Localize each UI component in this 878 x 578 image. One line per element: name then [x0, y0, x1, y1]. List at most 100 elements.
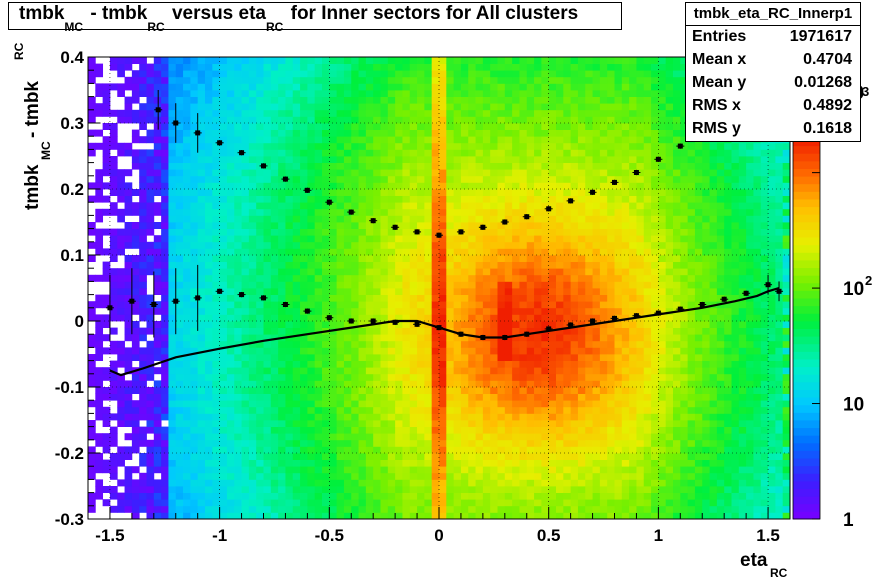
heat-cell	[95, 195, 104, 203]
heat-cell	[453, 420, 462, 427]
heat-cell	[482, 472, 491, 480]
heat-cell	[541, 413, 550, 421]
heat-cell	[322, 472, 330, 480]
heat-cell	[117, 387, 125, 394]
heat-cell	[175, 103, 184, 111]
heat-cell	[556, 149, 564, 157]
heat-cell	[307, 189, 316, 196]
heat-cell	[395, 63, 403, 71]
heat-cell	[439, 347, 447, 355]
heat-cell	[526, 307, 535, 315]
heat-cell	[556, 96, 564, 104]
heat-cell	[482, 406, 491, 414]
heat-cell	[270, 175, 279, 183]
heat-cell	[475, 175, 484, 183]
heat-cell	[336, 439, 345, 447]
heat-cell	[387, 189, 396, 196]
heat-cell	[161, 413, 169, 421]
heat-cell	[570, 459, 579, 467]
heat-cell	[482, 83, 491, 91]
heat-cell	[395, 373, 403, 381]
heat-cell	[468, 426, 476, 434]
heat-cell	[395, 380, 403, 388]
heat-cell	[168, 472, 177, 480]
heat-cell	[124, 182, 133, 190]
heat-cell	[336, 499, 345, 507]
heat-cell	[343, 380, 352, 388]
heat-cell	[431, 222, 440, 229]
heat-cell	[131, 413, 140, 421]
heat-cell	[460, 103, 469, 111]
heat-cell	[226, 406, 235, 414]
heat-cell	[460, 156, 469, 163]
heat-cell	[497, 228, 506, 236]
heat-cell	[278, 281, 286, 289]
heat-cell	[197, 321, 206, 328]
heat-cell	[146, 149, 155, 157]
heat-cell	[365, 248, 374, 256]
heat-cell	[248, 129, 257, 137]
heat-cell	[380, 149, 389, 157]
heat-cell	[256, 505, 264, 513]
heat-cell	[614, 486, 623, 493]
heat-cell	[292, 156, 301, 163]
heat-cell	[402, 453, 411, 460]
heat-cell	[417, 486, 425, 493]
heat-cell	[526, 83, 535, 91]
heat-cell	[197, 83, 206, 91]
heat-cell	[161, 492, 169, 500]
heat-cell	[131, 76, 140, 84]
heat-cell	[197, 208, 206, 216]
heat-cell	[234, 301, 242, 309]
heat-cell	[585, 512, 593, 520]
heat-cell	[541, 466, 550, 474]
heat-cell	[577, 129, 586, 137]
heat-cell	[409, 215, 418, 223]
heat-cell	[380, 466, 389, 474]
heat-cell	[504, 321, 513, 328]
heat-cell	[402, 274, 411, 282]
heat-cell	[607, 162, 615, 170]
heat-cell	[300, 499, 308, 507]
heat-cell	[621, 380, 630, 388]
heat-cell	[453, 347, 462, 355]
heat-cell	[226, 228, 235, 236]
heat-cell	[548, 294, 557, 302]
heat-cell	[607, 360, 615, 368]
heat-cell	[563, 327, 572, 335]
heat-cell	[504, 426, 513, 434]
heat-cell	[482, 228, 491, 236]
heat-cell	[219, 393, 228, 401]
heat-cell	[614, 367, 623, 375]
heat-cell	[365, 439, 374, 447]
heat-cell	[322, 255, 330, 262]
heat-cell	[226, 439, 235, 447]
heat-cell	[621, 142, 630, 150]
heat-cell	[556, 387, 564, 394]
heat-cell	[329, 76, 338, 84]
heat-cell	[139, 347, 147, 355]
heat-cell	[168, 426, 177, 434]
heat-cell	[621, 70, 630, 78]
heat-cell	[592, 301, 601, 309]
heat-cell	[599, 472, 608, 480]
heat-cell	[526, 400, 535, 408]
heat-cell	[117, 446, 125, 454]
heat-cell	[95, 90, 104, 97]
heat-cell	[541, 83, 550, 91]
heat-cell	[270, 142, 279, 150]
heat-cell	[534, 439, 542, 447]
heat-cell	[212, 400, 221, 408]
heat-cell	[300, 288, 308, 295]
heat-cell	[95, 373, 104, 381]
heat-cell	[139, 175, 147, 183]
heat-cell	[512, 340, 520, 348]
heat-cell	[248, 169, 257, 177]
heat-cell	[270, 96, 279, 104]
heat-cell	[205, 340, 213, 348]
heat-cell	[234, 142, 242, 150]
heat-cell	[497, 57, 506, 64]
heat-cell	[453, 109, 462, 117]
heat-cell	[343, 189, 352, 196]
heat-cell	[226, 281, 235, 289]
